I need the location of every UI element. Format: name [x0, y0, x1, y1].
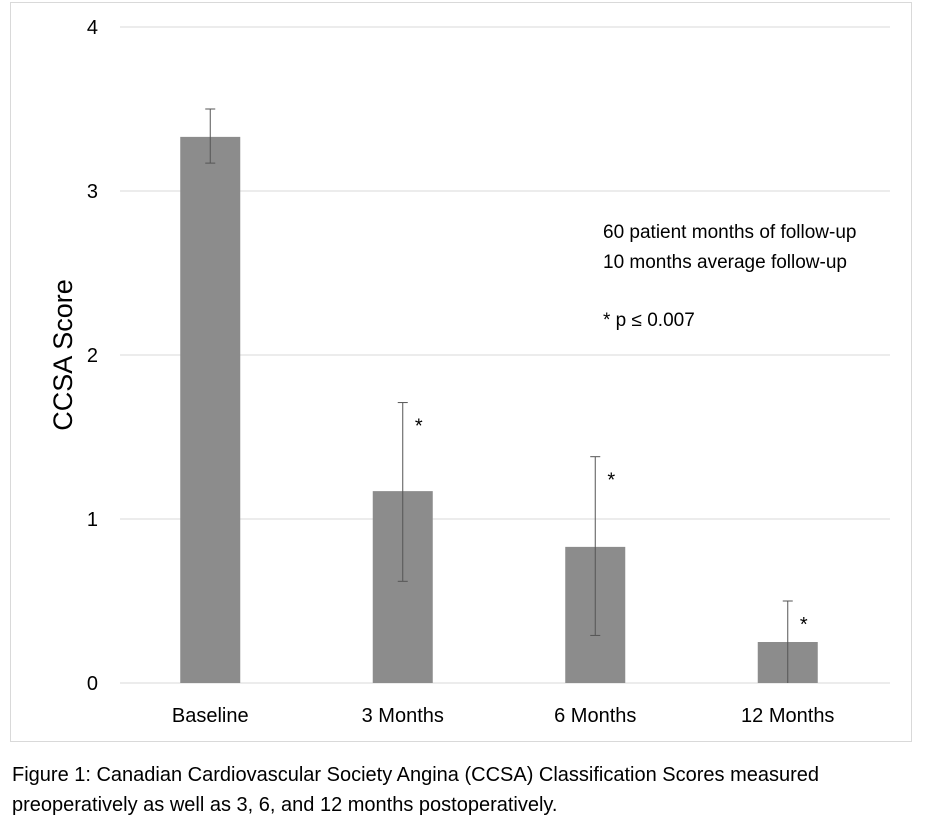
significance-marker: *: [415, 416, 423, 438]
error-bar: [397, 402, 408, 582]
x-tick-label: 3 Months: [362, 705, 444, 727]
x-tick-label: Baseline: [172, 705, 249, 727]
annotation-follow-up-total: 60 patient months of follow-up: [603, 222, 857, 243]
significance-marker: *: [800, 614, 808, 636]
y-tick-label: 0: [87, 673, 98, 695]
y-tick-label: 2: [87, 345, 98, 367]
y-tick-label: 1: [87, 509, 98, 531]
bar: [180, 136, 241, 683]
y-tick-labels: 0 1 2 3 4: [87, 17, 98, 695]
y-axis-label: CCSA Score: [48, 279, 78, 431]
caption-line-1: Figure 1: Canadian Cardiovascular Societ…: [12, 764, 820, 786]
error-bar: [590, 456, 601, 636]
error-bar: [205, 108, 216, 164]
bars: [180, 136, 818, 683]
x-tick-label: 12 Months: [741, 705, 834, 727]
x-tick-labels: Baseline 3 Months 6 Months 12 Months: [172, 705, 835, 727]
y-tick-label: 4: [87, 17, 98, 39]
bar-chart: 0 1 2 3 4 * * * Baseline 3 Months 6 Months 12 Mon…: [48, 17, 890, 727]
significance-marker: *: [607, 470, 615, 492]
x-tick-label: 6 Months: [554, 705, 636, 727]
caption-line-2: preoperatively as well as 3, 6, and 12 m…: [12, 794, 558, 816]
error-bar: [782, 600, 793, 683]
significance-markers: * * *: [415, 416, 808, 636]
chart-frame: [10, 2, 912, 742]
error-bars: [205, 108, 793, 683]
y-tick-label: 3: [87, 181, 98, 203]
annotation-p-value: * p ≤ 0.007: [603, 310, 695, 331]
figure-caption: Figure 1: Canadian Cardiovascular Societ…: [12, 760, 912, 820]
annotation-follow-up-average: 10 months average follow-up: [603, 252, 847, 273]
